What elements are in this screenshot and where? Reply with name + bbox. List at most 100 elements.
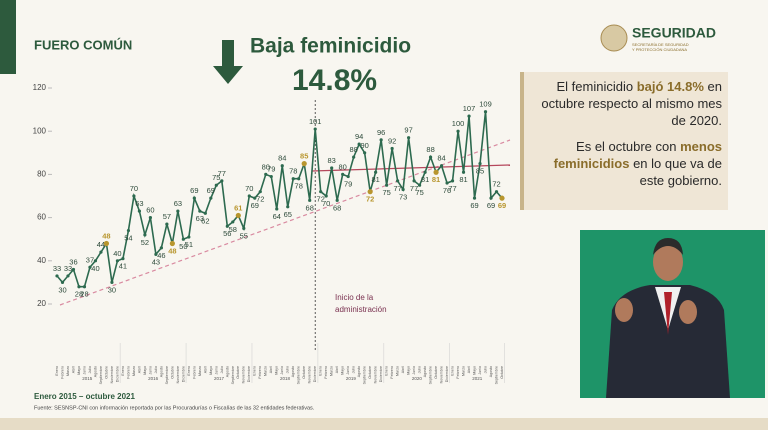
value-label: 77 [218, 169, 226, 178]
value-label: 75 [382, 188, 390, 197]
point [275, 207, 279, 211]
point [235, 212, 241, 219]
x-tick-label: Octubre [434, 366, 438, 379]
point [330, 166, 334, 170]
x-tick-label: Febrero [390, 366, 394, 379]
value-label: 36 [69, 257, 77, 266]
value-label: 77 [448, 184, 456, 193]
x-tick-label: Mayo [472, 366, 476, 375]
x-tick-label: Septiembre [99, 366, 103, 384]
point [401, 187, 405, 192]
x-tick-label: Abril [401, 366, 405, 373]
value-label: 78 [295, 182, 303, 191]
value-label: 69 [207, 186, 215, 195]
year-label: 2017 [214, 376, 225, 381]
point [264, 172, 268, 176]
x-tick-label: Abril [335, 366, 339, 373]
text: El feminicidio [556, 79, 637, 94]
x-tick-label: Febrero [324, 366, 328, 379]
emphasis: bajó 14.8% [636, 79, 704, 94]
footer-strip [0, 418, 768, 430]
x-tick-label: Abril [137, 366, 141, 373]
logo-emblem [600, 24, 628, 52]
x-tick-label: Junio [148, 366, 152, 375]
value-label: 72 [256, 195, 264, 204]
value-label: 69 [487, 201, 495, 210]
x-tick-label: Noviembre [440, 366, 444, 383]
point [297, 177, 301, 181]
point [428, 155, 433, 159]
x-tick-label: Agosto [357, 366, 361, 377]
x-tick-label: Marzo [198, 366, 202, 376]
value-label: 33 [53, 264, 61, 273]
value-label: 46 [157, 251, 165, 260]
headline-value: 14.8% [292, 64, 377, 97]
value-label: 48 [168, 247, 176, 256]
x-tick-label: Febrero [126, 366, 130, 379]
point [423, 170, 427, 174]
x-tick-label: Diciembre [313, 366, 317, 382]
x-tick-label: Octubre [170, 366, 174, 379]
x-tick-label: Septiembre [363, 366, 367, 384]
year-label: 2020 [412, 376, 423, 381]
x-tick-label: Mayo [77, 366, 81, 375]
point [483, 110, 488, 114]
x-tick-label: Septiembre [297, 366, 301, 384]
point [301, 161, 307, 167]
x-tick-label: Junio [412, 366, 416, 375]
point [198, 209, 202, 213]
point [412, 179, 416, 183]
value-label: 70 [130, 184, 138, 193]
point [324, 194, 328, 198]
x-tick-label: Abril [467, 366, 471, 373]
x-tick-label: Abril [269, 366, 273, 373]
average-line [311, 164, 511, 172]
point [242, 226, 246, 230]
value-label: 72 [366, 195, 374, 204]
point [115, 259, 120, 263]
value-label: 63 [196, 214, 204, 223]
point [308, 198, 312, 202]
point [450, 179, 455, 183]
value-label: 48 [102, 232, 110, 241]
y-tick-label: 60 [37, 213, 46, 222]
logo-line: Y PROTECCIÓN CIUDADANA [632, 47, 687, 52]
series-line [56, 111, 503, 288]
x-tick-label: Agosto [291, 366, 295, 377]
x-tick-label: Abril [203, 366, 207, 373]
value-label: 52 [141, 238, 149, 247]
x-tick-label: Mayo [407, 366, 411, 375]
point [66, 274, 70, 278]
x-tick-label: Junio [478, 366, 482, 375]
x-tick-label: Febrero [60, 366, 64, 379]
x-tick-label: Marzo [396, 366, 400, 376]
point [209, 196, 213, 200]
value-label: 33 [64, 264, 72, 273]
year-label: 2015 [82, 376, 93, 381]
value-label: 80 [262, 162, 270, 171]
section-title: FUERO COMÚN [34, 37, 132, 52]
x-tick-label: Enero [385, 366, 389, 376]
point [82, 285, 87, 289]
value-label: 28 [80, 290, 88, 299]
x-tick-label: Junio [346, 366, 350, 375]
x-tick-label: Noviembre [176, 366, 180, 383]
value-label: 55 [240, 231, 248, 240]
value-label: 69 [498, 201, 506, 210]
point [494, 190, 499, 194]
value-label: 28 [75, 290, 83, 299]
logo-line: SECRETARÍA DE SEGURIDAD [632, 42, 689, 47]
point [499, 195, 505, 201]
value-label: 90 [360, 141, 368, 150]
x-tick-label: Noviembre [308, 366, 312, 383]
point [148, 216, 152, 220]
x-tick-label: Septiembre [231, 366, 235, 384]
point [258, 190, 262, 194]
x-tick-label: Marzo [461, 366, 465, 376]
point [346, 174, 350, 179]
accent-bar [0, 0, 16, 74]
point [60, 280, 65, 284]
value-label: 68 [333, 203, 341, 212]
value-label: 40 [91, 264, 99, 273]
point [374, 170, 378, 174]
